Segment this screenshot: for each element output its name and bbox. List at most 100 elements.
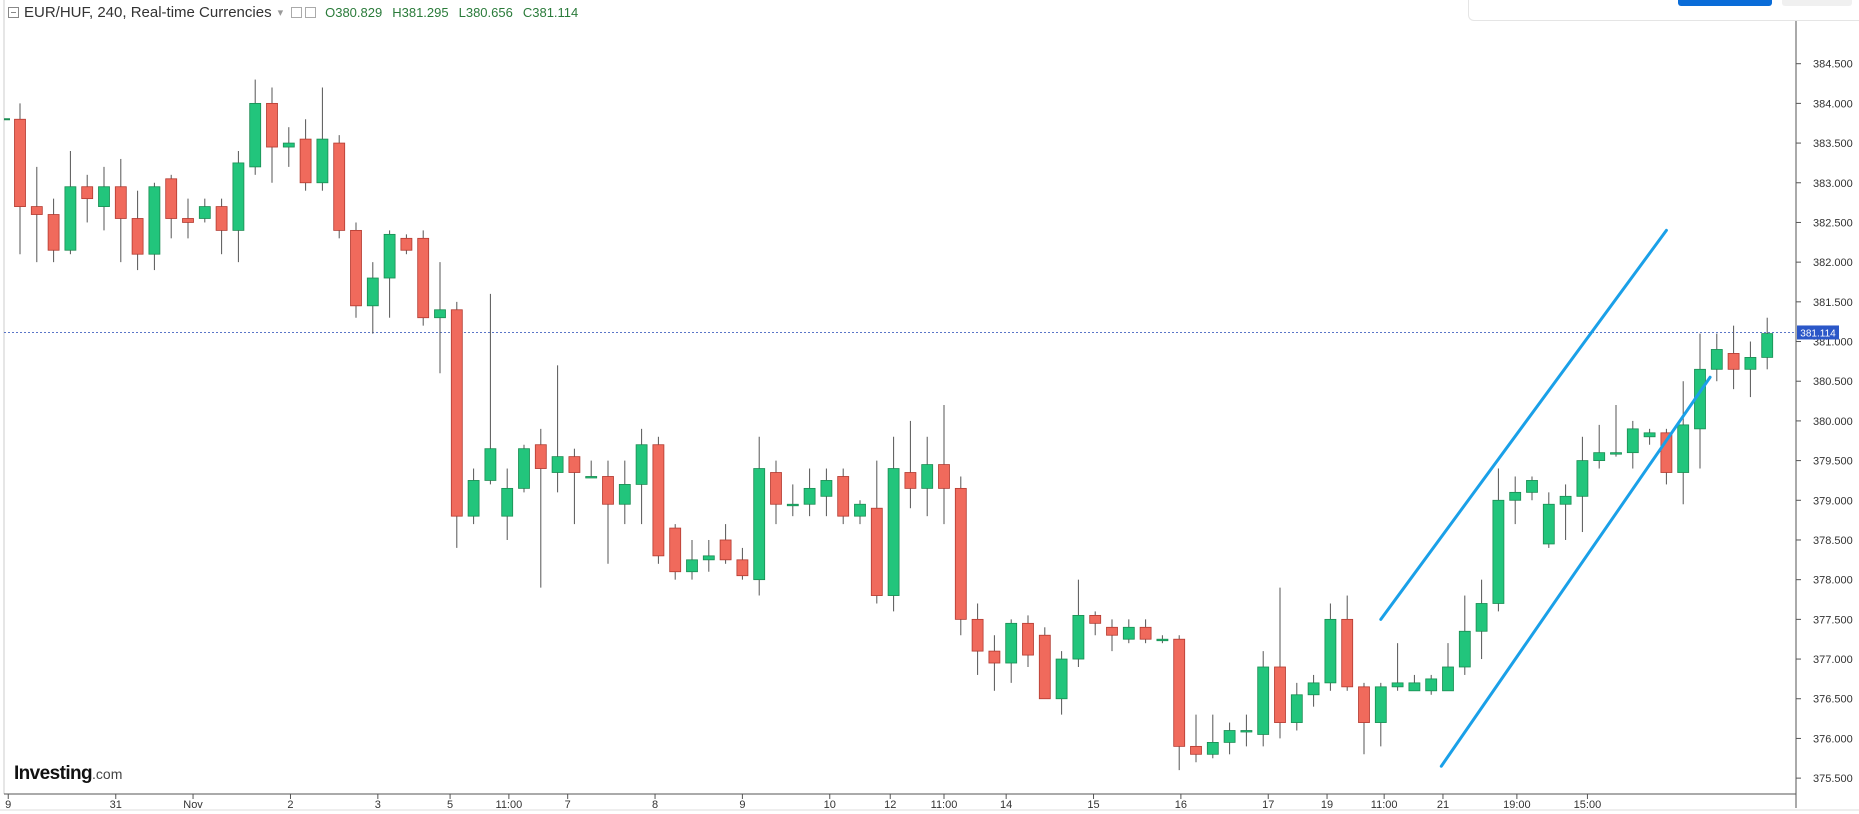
candle-up[interactable] [484, 448, 497, 481]
candle-down[interactable] [81, 186, 94, 200]
candle-down[interactable] [736, 559, 749, 577]
candle-up[interactable] [1055, 658, 1068, 700]
candle-up[interactable] [1290, 694, 1303, 723]
candle-up[interactable] [1391, 682, 1404, 688]
candle-up[interactable] [887, 468, 900, 596]
candle-up[interactable] [148, 186, 161, 255]
candle-down[interactable] [215, 206, 228, 231]
candle-up[interactable] [232, 162, 245, 231]
candle-down[interactable] [131, 218, 144, 255]
candle-up[interactable] [501, 487, 514, 517]
candle-up[interactable] [1710, 349, 1723, 370]
candle-up[interactable] [282, 142, 295, 148]
candle-up[interactable] [1458, 630, 1471, 668]
candle-down[interactable] [1358, 686, 1370, 723]
candle-up[interactable] [1492, 499, 1505, 604]
channel-upper-line[interactable] [1379, 228, 1668, 621]
candle-down[interactable] [669, 527, 682, 573]
candle-up[interactable] [249, 102, 262, 168]
candle-down[interactable] [837, 476, 850, 517]
settings-icon[interactable] [291, 7, 303, 18]
candle-down[interactable] [1022, 622, 1034, 656]
candle-up[interactable] [803, 487, 816, 505]
candle-down[interactable] [182, 218, 194, 223]
candle-down[interactable] [417, 237, 430, 319]
candle-down[interactable] [971, 618, 984, 652]
candle-down[interactable] [165, 178, 178, 219]
candle-up[interactable] [921, 464, 934, 489]
candle-up[interactable] [1542, 503, 1555, 545]
candle-down[interactable] [1341, 618, 1354, 688]
candle-up[interactable] [1122, 626, 1135, 640]
candle-down[interactable] [988, 650, 1001, 664]
candle-up[interactable] [1374, 686, 1387, 723]
candle-down[interactable] [114, 186, 127, 219]
candle-down[interactable] [450, 309, 463, 517]
candle-up[interactable] [1425, 678, 1438, 692]
candle-down[interactable] [534, 444, 547, 469]
candle-up[interactable] [1761, 333, 1774, 358]
candle-up[interactable] [820, 480, 833, 497]
candle-down[interactable] [266, 102, 278, 148]
candle-down[interactable] [870, 507, 883, 596]
candle-up[interactable] [1442, 666, 1454, 692]
candle-up[interactable] [1559, 495, 1572, 505]
collapse-icon[interactable] [8, 7, 19, 18]
candle-down[interactable] [350, 229, 362, 307]
candle-up[interactable] [1156, 638, 1169, 642]
candle-up[interactable] [702, 555, 715, 561]
candle-up[interactable] [1610, 452, 1622, 455]
candle-up[interactable] [1475, 603, 1488, 632]
candle-up[interactable] [854, 503, 866, 517]
candle-up[interactable] [551, 456, 564, 473]
candle-up[interactable] [1206, 742, 1219, 755]
candle-down[interactable] [14, 118, 26, 207]
candle-up[interactable] [366, 277, 379, 307]
dropdown-caret-icon[interactable]: ▾ [277, 7, 284, 19]
candle-up[interactable] [1744, 357, 1757, 370]
candle-down[interactable] [904, 472, 917, 489]
candle-up[interactable] [1257, 666, 1270, 735]
candle-up[interactable] [753, 468, 766, 581]
candle-up[interactable] [1526, 480, 1538, 493]
primary-action-button[interactable] [1678, 0, 1772, 6]
candle-up[interactable] [1072, 614, 1085, 660]
candle-down[interactable] [568, 456, 581, 473]
candle-up[interactable] [98, 186, 110, 207]
candle-up[interactable] [1677, 424, 1690, 473]
candle-down[interactable] [30, 206, 43, 215]
candle-down[interactable] [400, 237, 413, 251]
secondary-action-button[interactable] [1782, 0, 1852, 6]
candle-down[interactable] [602, 476, 614, 505]
candle-up[interactable] [434, 309, 446, 319]
candle-down[interactable] [333, 142, 346, 231]
candle-down[interactable] [770, 472, 782, 505]
channel-lower-line[interactable] [1439, 375, 1712, 768]
candle-up[interactable] [1626, 428, 1639, 454]
candle-down[interactable] [1274, 666, 1286, 723]
candle-up[interactable] [316, 138, 329, 184]
candle-up[interactable] [198, 206, 211, 219]
candle-up[interactable] [786, 503, 799, 507]
candle-down[interactable] [1727, 353, 1740, 370]
candle-up[interactable] [518, 448, 530, 489]
candle-down[interactable] [1089, 614, 1102, 624]
candle-up[interactable] [1643, 432, 1656, 438]
candle-up[interactable] [1509, 491, 1522, 501]
candle-up[interactable] [1408, 682, 1421, 692]
candle-up[interactable] [1593, 452, 1606, 461]
candle-up[interactable] [467, 480, 480, 517]
candle-down[interactable] [954, 487, 967, 620]
candle-down[interactable] [1190, 745, 1202, 755]
candle-up[interactable] [64, 186, 77, 251]
candle-up[interactable] [686, 559, 698, 573]
candle-down[interactable] [652, 444, 665, 557]
close-icon[interactable] [305, 7, 317, 18]
candle-down[interactable] [1106, 626, 1118, 636]
candle-up[interactable] [618, 484, 631, 505]
candle-up[interactable] [383, 233, 396, 279]
candle-down[interactable] [938, 464, 950, 489]
candle-down[interactable] [47, 214, 60, 251]
candle-up[interactable] [585, 476, 598, 479]
